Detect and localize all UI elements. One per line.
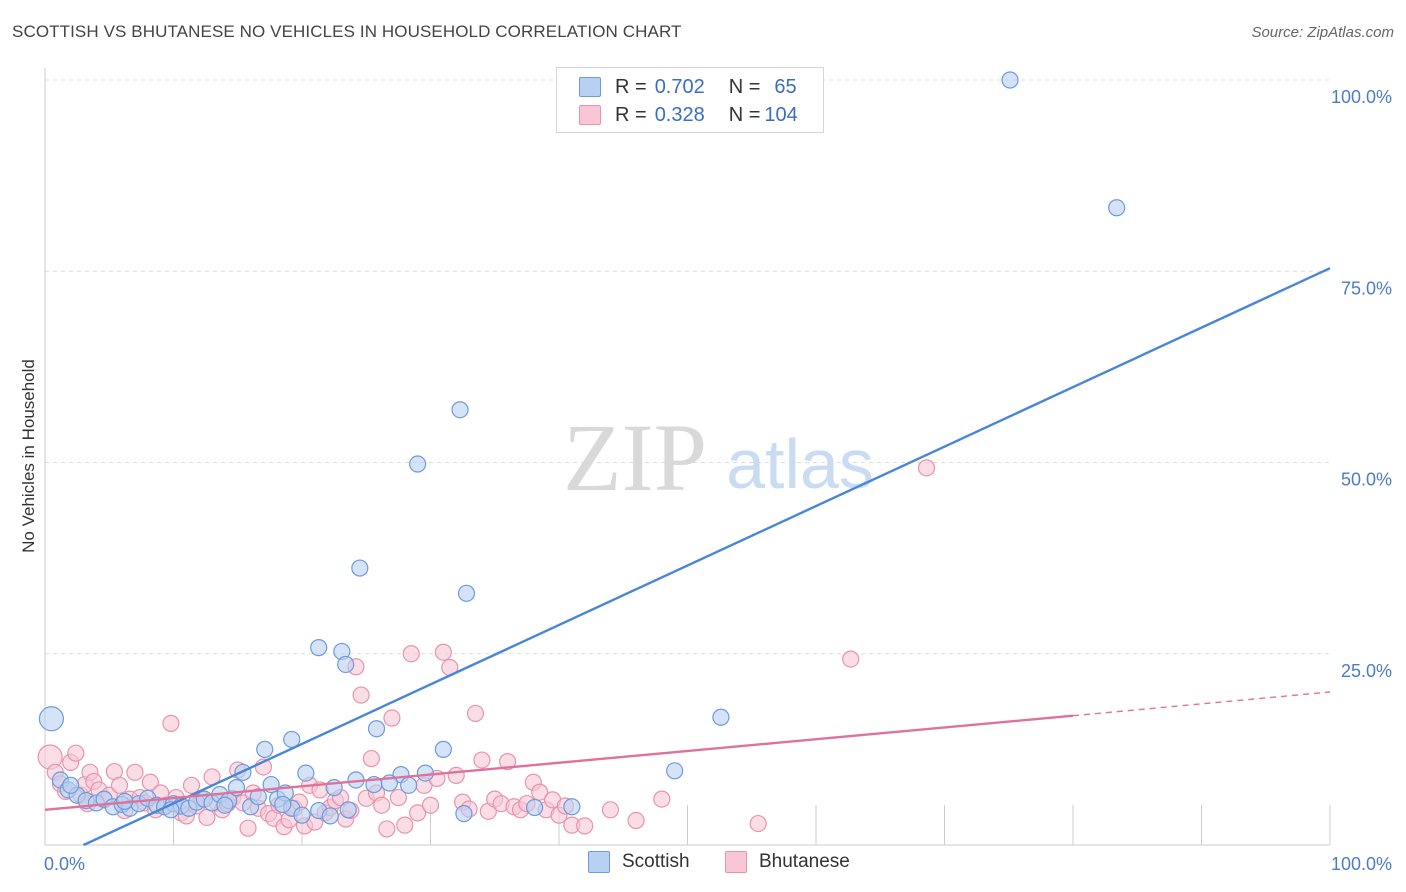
data-point-bhutanese [239, 819, 257, 837]
data-point-scottish [38, 706, 65, 732]
y-tick-label: 100.0% [1331, 87, 1392, 107]
data-point-scottish [297, 764, 315, 782]
data-point-scottish [339, 801, 357, 819]
data-point-scottish [1001, 71, 1019, 89]
data-point-bhutanese [653, 790, 671, 808]
stats-legend: R = 0.702 N = 65 R = 0.328 N = 104 [556, 67, 824, 133]
scottish-legend-swatch [588, 851, 610, 873]
data-point-bhutanese [473, 751, 491, 769]
scottish-r-value: 0.702 [654, 75, 705, 98]
data-point-bhutanese [447, 766, 465, 784]
data-point-bhutanese [749, 814, 767, 833]
data-point-scottish [351, 559, 369, 577]
n-label: N = [728, 103, 761, 126]
data-point-bhutanese [627, 811, 645, 830]
tick-labels: 100.0% 75.0% 50.0% 25.0% 0.0% 100.0% [44, 87, 1392, 874]
data-point-scottish [293, 806, 311, 824]
data-point-scottish [249, 788, 267, 806]
data-point-scottish [712, 708, 730, 726]
data-point-bhutanese [110, 776, 129, 794]
legend-row-bhutanese: R = 0.328 N = 104 [579, 103, 798, 127]
x-tick-label: 100.0% [1331, 854, 1392, 874]
data-point-bhutanese [383, 709, 401, 727]
bhutanese-swatch [579, 105, 601, 125]
data-point-scottish [400, 776, 418, 794]
legend-item-bhutanese[interactable]: Bhutanese [725, 851, 850, 873]
legend-row-scottish: R = 0.702 N = 65 [579, 75, 797, 99]
data-point-scottish [216, 796, 234, 814]
data-point-bhutanese [409, 804, 427, 822]
y-axis-label: No Vehicles in Household [19, 359, 38, 553]
series-bhutanese-points [37, 459, 936, 838]
data-point-bhutanese [378, 820, 396, 838]
data-point-bhutanese [531, 783, 549, 801]
data-point-scottish [1108, 199, 1126, 217]
data-point-bhutanese [434, 643, 452, 661]
y-tick-label: 75.0% [1341, 278, 1392, 298]
data-point-scottish [416, 764, 434, 782]
data-point-bhutanese [466, 704, 485, 723]
source-label: Source: ZipAtlas.com [1251, 24, 1394, 41]
data-point-scottish [274, 795, 292, 814]
data-point-bhutanese [402, 645, 420, 663]
data-point-bhutanese [162, 714, 180, 732]
watermark-atlas: atlas [726, 425, 874, 503]
data-point-scottish [455, 805, 473, 823]
data-point-scottish [451, 401, 469, 419]
scottish-legend-label: Scottish [622, 851, 690, 872]
regression-lines [44, 267, 1331, 847]
n-label: N = [728, 75, 761, 98]
data-point-bhutanese [373, 796, 391, 814]
watermark: ZIP atlas [563, 404, 874, 511]
data-point-scottish [666, 762, 684, 780]
data-point-scottish [321, 807, 339, 825]
data-point-scottish [409, 455, 427, 473]
data-point-bhutanese [389, 788, 407, 807]
r-label: R = [615, 75, 647, 98]
y-tick-label: 50.0% [1341, 470, 1392, 490]
data-point-bhutanese [842, 650, 860, 668]
grid [45, 79, 1330, 655]
bhutanese-r-value: 0.328 [654, 103, 705, 126]
data-point-bhutanese [917, 459, 936, 477]
data-point-bhutanese [126, 763, 144, 781]
bhutanese-legend-label: Bhutanese [759, 851, 850, 872]
bhutanese-legend-swatch [725, 851, 747, 873]
data-point-scottish [62, 776, 80, 794]
r-label: R = [615, 103, 647, 126]
y-tick-label: 25.0% [1341, 661, 1392, 681]
watermark-zip: ZIP [563, 404, 707, 511]
data-point-bhutanese [499, 753, 517, 771]
data-point-bhutanese [67, 744, 85, 762]
data-point-bhutanese [198, 808, 216, 827]
data-point-scottish [457, 584, 476, 602]
data-point-bhutanese [601, 801, 620, 819]
x-tick-label: 0.0% [44, 854, 85, 874]
data-point-scottish [310, 639, 328, 657]
data-point-scottish [525, 798, 544, 817]
regression-line-bhutanese [44, 714, 1074, 812]
data-point-bhutanese [182, 776, 201, 794]
data-point-bhutanese [352, 686, 370, 704]
data-point-bhutanese [396, 816, 414, 834]
data-point-scottish [367, 720, 386, 738]
data-point-scottish [434, 740, 452, 758]
scottish-n-value: 65 [774, 75, 797, 98]
chart-title: SCOTTISH VS BHUTANESE NO VEHICLES IN HOU… [12, 22, 682, 41]
data-point-scottish [337, 655, 355, 674]
data-point-bhutanese [362, 749, 380, 768]
legend-item-scottish[interactable]: Scottish [588, 851, 690, 873]
scottish-swatch [579, 77, 601, 97]
bhutanese-n-value: 104 [764, 103, 798, 126]
data-point-bhutanese [576, 817, 594, 835]
data-point-scottish [256, 740, 274, 758]
data-point-bhutanese [421, 796, 440, 814]
regression-line-scottish [83, 267, 1331, 847]
regression-extension-bhutanese [1072, 691, 1331, 717]
data-point-scottish [563, 798, 581, 816]
